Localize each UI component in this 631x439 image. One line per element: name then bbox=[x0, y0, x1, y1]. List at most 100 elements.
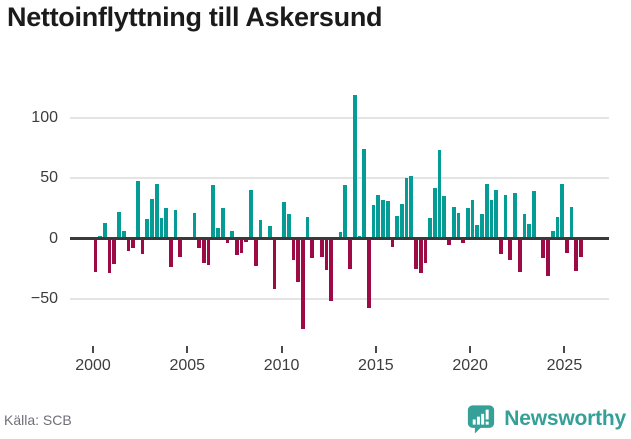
bar bbox=[216, 227, 220, 239]
bar bbox=[381, 199, 385, 239]
bar bbox=[145, 219, 150, 239]
bar bbox=[522, 214, 527, 239]
bar bbox=[343, 185, 348, 239]
bar bbox=[239, 238, 244, 253]
bar bbox=[253, 238, 258, 267]
bar bbox=[480, 214, 484, 239]
x-tick-label: 2010 bbox=[263, 357, 300, 374]
plot-area bbox=[70, 80, 609, 340]
bar bbox=[555, 216, 560, 239]
bar bbox=[220, 208, 225, 239]
bar bbox=[150, 198, 154, 239]
bar bbox=[286, 214, 291, 239]
bar bbox=[154, 184, 159, 239]
bar bbox=[409, 175, 414, 239]
bar bbox=[432, 187, 437, 239]
newsworthy-wordmark: Newsworthy bbox=[504, 406, 626, 430]
chart-title: Nettoinflyttning till Askersund bbox=[7, 2, 383, 32]
bar bbox=[329, 238, 333, 302]
x-tick-mark bbox=[280, 346, 283, 353]
newsworthy-bubble-chart-icon bbox=[468, 404, 495, 434]
bar bbox=[366, 238, 371, 309]
x-tick-label: 2020 bbox=[452, 357, 488, 374]
bar bbox=[541, 238, 546, 258]
bar bbox=[475, 225, 480, 239]
bar bbox=[319, 238, 324, 257]
bar bbox=[527, 224, 531, 239]
bar bbox=[423, 238, 428, 263]
y-tick-label: 50 bbox=[40, 169, 58, 187]
x-tick-mark bbox=[186, 346, 189, 353]
bar bbox=[560, 184, 564, 239]
x-tick-mark bbox=[374, 346, 377, 353]
bar bbox=[338, 232, 343, 239]
bar bbox=[376, 195, 381, 239]
x-tick-label: 2005 bbox=[169, 357, 206, 374]
bar bbox=[498, 238, 503, 255]
bar bbox=[107, 238, 112, 274]
bar bbox=[503, 195, 508, 239]
bar bbox=[173, 209, 178, 239]
bar bbox=[390, 238, 395, 247]
bar bbox=[546, 238, 550, 276]
bar bbox=[192, 213, 197, 239]
zero-axis-line bbox=[70, 237, 609, 240]
bar bbox=[164, 208, 168, 239]
bar bbox=[117, 211, 121, 239]
bar bbox=[362, 149, 366, 239]
bar bbox=[404, 178, 409, 239]
bar bbox=[225, 238, 230, 244]
bar bbox=[310, 238, 315, 258]
bar bbox=[201, 238, 206, 263]
bar bbox=[442, 196, 447, 239]
bar bbox=[305, 216, 310, 239]
gridline-y-50 bbox=[70, 177, 609, 180]
bar bbox=[178, 238, 183, 257]
bar bbox=[385, 201, 390, 239]
bar bbox=[437, 150, 442, 239]
bar bbox=[461, 238, 465, 244]
bar bbox=[244, 238, 249, 243]
gridline-y-100 bbox=[70, 116, 609, 119]
bar bbox=[102, 222, 107, 239]
bar bbox=[371, 204, 376, 239]
bar bbox=[470, 199, 475, 239]
bar bbox=[428, 217, 432, 239]
bar bbox=[484, 184, 489, 239]
bar bbox=[197, 238, 201, 249]
newsworthy-logo: Newsworthy bbox=[466, 402, 626, 435]
bar bbox=[418, 238, 423, 274]
bar bbox=[531, 191, 536, 239]
bar bbox=[249, 190, 253, 239]
bar bbox=[121, 231, 126, 239]
x-tick-label: 2000 bbox=[75, 357, 111, 374]
x-tick-mark bbox=[563, 346, 566, 353]
bar bbox=[451, 207, 456, 239]
bar bbox=[550, 231, 555, 239]
bar bbox=[206, 238, 211, 266]
bar bbox=[291, 238, 296, 261]
bar bbox=[234, 238, 239, 256]
bar bbox=[282, 202, 286, 239]
bar bbox=[93, 238, 98, 273]
bar bbox=[267, 226, 272, 239]
bar bbox=[135, 180, 140, 239]
bar bbox=[348, 238, 352, 269]
bar bbox=[465, 208, 470, 239]
bar bbox=[131, 238, 135, 249]
bar bbox=[564, 238, 569, 253]
y-tick-label: 100 bbox=[31, 108, 58, 126]
y-tick-label: −50 bbox=[30, 289, 58, 307]
bar bbox=[258, 220, 263, 239]
x-tick-mark bbox=[469, 346, 472, 353]
bar bbox=[489, 199, 494, 239]
gridline-y--50 bbox=[70, 297, 609, 300]
bar bbox=[272, 238, 277, 290]
bar bbox=[126, 238, 131, 251]
bar bbox=[517, 238, 522, 273]
bar bbox=[168, 238, 173, 268]
bar bbox=[296, 238, 300, 282]
bar bbox=[230, 231, 234, 239]
y-tick-label: 0 bbox=[49, 229, 58, 247]
bar bbox=[399, 203, 404, 239]
